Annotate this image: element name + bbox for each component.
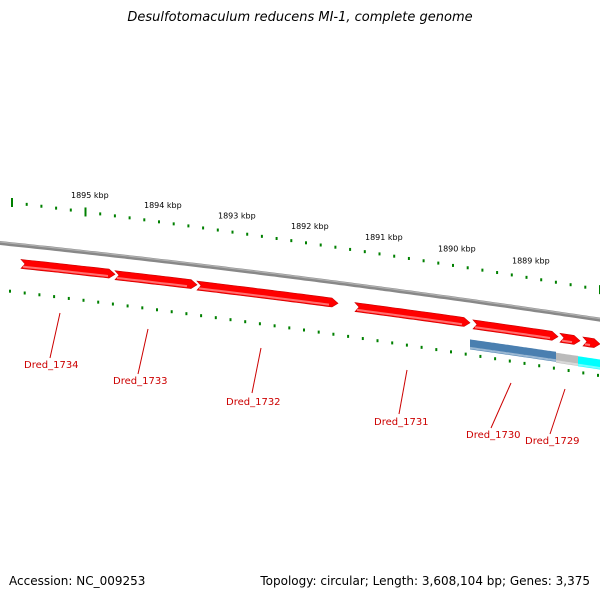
gene-leader-line — [398, 369, 408, 415]
ruler-label: 1890 kbp — [438, 245, 476, 254]
gene-arrow-shade — [22, 265, 109, 277]
gene-leader-line — [490, 382, 512, 429]
ruler-label: 1892 kbp — [291, 222, 329, 231]
backbone-highlight — [0, 241, 600, 320]
gene-arrow-shade — [561, 339, 573, 344]
gene-track — [20, 259, 600, 348]
ruler-label: 1889 kbp — [512, 257, 550, 266]
gene-label-dred_1731: Dred_1731 — [374, 417, 429, 428]
inner-ruler-ticks — [9, 289, 599, 377]
gene-arrow — [582, 336, 600, 348]
backbone-line — [0, 240, 600, 322]
ruler-label: 1893 kbp — [218, 211, 256, 220]
steelblue-feature-shade — [469, 346, 557, 362]
steelblue-feature — [470, 339, 556, 362]
accession-text: Accession: NC_009253 — [9, 574, 146, 588]
gene-label-dred_1733: Dred_1733 — [113, 376, 168, 387]
cyan-feature-shade — [577, 363, 600, 369]
gene-leader-line — [137, 328, 149, 375]
genome-stats-text: Topology: circular; Length: 3,608,104 bp… — [260, 574, 590, 588]
gene-leader-line — [251, 347, 262, 394]
gene-arrow-shade — [474, 326, 551, 339]
gene-label-dred_1734: Dred_1734 — [24, 360, 79, 371]
cyan-feature — [578, 356, 600, 370]
ruler-label: 1891 kbp — [365, 233, 403, 242]
grey-feature — [556, 352, 578, 366]
ruler-labels: 1895 kbp 1894 kbp 1893 kbp 1892 kbp 1891 kbp… — [71, 191, 550, 266]
gene-label-dred_1732: Dred_1732 — [226, 397, 281, 408]
ruler-label: 1895 kbp — [71, 191, 109, 200]
gene-arrow-shade — [116, 277, 188, 288]
gene-arrow-shade — [198, 287, 330, 306]
gene-label-dred_1730: Dred_1730 — [466, 430, 521, 441]
gene-arrow-shade — [356, 308, 463, 326]
gene-leader-line — [549, 388, 566, 435]
feature-track — [469, 339, 600, 370]
gene-leader-line — [49, 312, 61, 359]
map-title: Desulfotomaculum reducens MI-1, complete… — [127, 10, 473, 25]
grey-feature-shade — [555, 360, 579, 366]
gene-label-dred_1729: Dred_1729 — [525, 436, 580, 447]
outer-ruler-ticks — [11, 198, 600, 295]
gene-labels: Dred_1734 Dred_1733 Dred_1732 Dred_1731 Dred… — [24, 312, 580, 447]
genome-backbone — [0, 240, 600, 322]
gene-arrow-shade — [584, 343, 591, 346]
ruler-label: 1894 kbp — [144, 201, 182, 210]
